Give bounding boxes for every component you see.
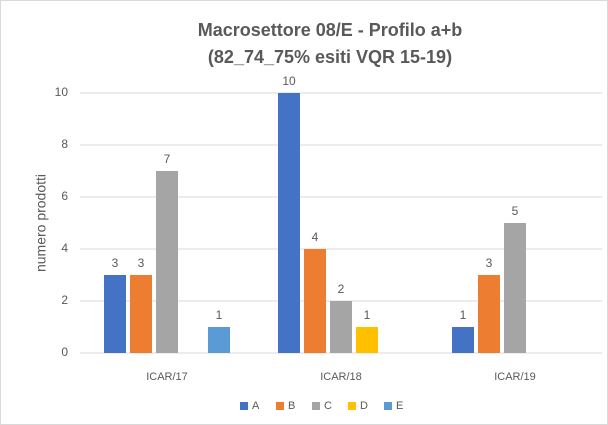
bar [304,249,326,353]
y-tick-label: 4 [61,241,68,255]
legend-swatch [276,402,284,410]
chart-title: (82_74_75% esiti VQR 15-19) [208,47,452,67]
bar [156,171,178,353]
bar [104,275,126,353]
bar [208,327,230,353]
legend-label: E [396,400,403,412]
legend-label: B [288,400,295,412]
data-label: 5 [512,204,519,218]
legend-swatch [240,402,248,410]
data-label: 1 [216,308,223,322]
y-axis-label: numero prodotti [33,174,49,272]
bar [356,327,378,353]
data-label: 1 [460,308,467,322]
legend-label: C [324,400,332,412]
y-tick-label: 10 [55,85,69,99]
data-label: 3 [138,256,145,270]
legend-label: A [252,400,260,412]
x-tick-label: ICAR/17 [146,371,188,383]
x-tick-label: ICAR/19 [494,371,536,383]
y-tick-label: 0 [61,345,68,359]
y-tick-label: 2 [61,293,68,307]
y-tick-label: 6 [61,189,68,203]
bar [330,301,352,353]
data-label: 1 [364,308,371,322]
data-label: 2 [338,282,345,296]
chart-title: Macrosettore 08/E - Profilo a+b [198,20,463,40]
bar [278,93,300,353]
legend-swatch [348,402,356,410]
legend-swatch [384,402,392,410]
x-tick-label: ICAR/18 [320,371,362,383]
bar [504,223,526,353]
data-label: 3 [112,256,119,270]
y-tick-label: 8 [61,137,68,151]
bar [478,275,500,353]
legend-swatch [312,402,320,410]
data-label: 7 [164,152,171,166]
data-label: 4 [312,230,319,244]
bar [452,327,474,353]
data-label: 10 [282,74,296,88]
data-label: 3 [486,256,493,270]
legend-label: D [360,400,368,412]
bar [130,275,152,353]
